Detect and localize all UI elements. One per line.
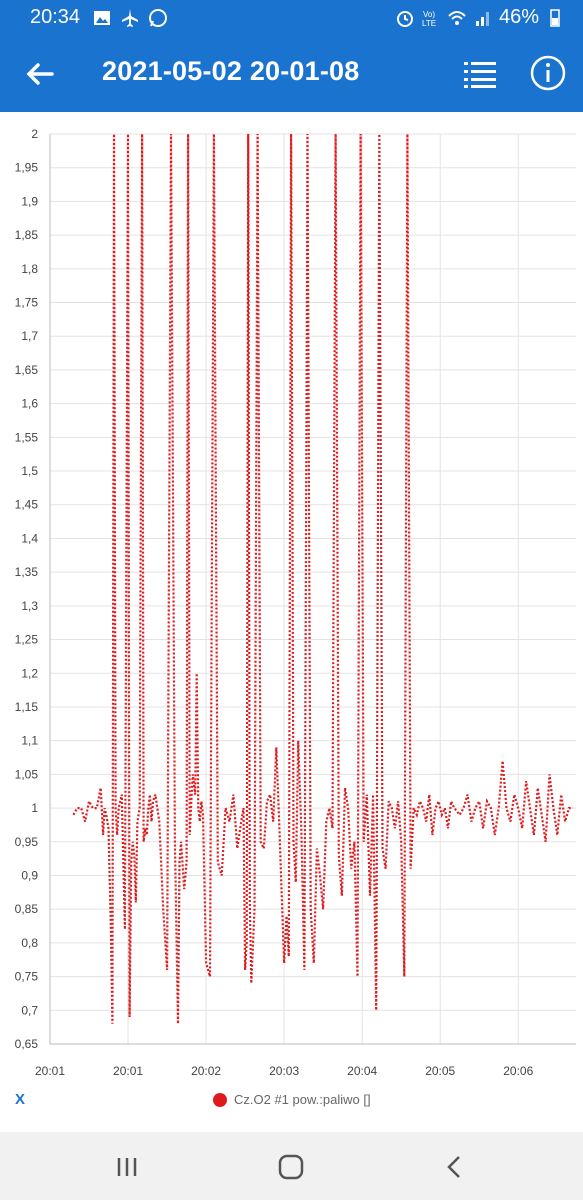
y-tick-label: 1,75 [15, 296, 39, 310]
y-tick-label: 1,85 [15, 228, 39, 242]
legend: X Cz.O2 #1 pow.:paliwo [] [0, 1088, 583, 1114]
battery-percent: 46% [498, 6, 539, 28]
y-tick-label: 1,2 [21, 666, 38, 680]
app-toolbar: 2021-05-02 20-01-08 [0, 38, 583, 112]
y-tick-label: 0,9 [21, 868, 38, 882]
y-tick-label: 2 [31, 127, 38, 141]
y-tick-label: 1,5 [21, 464, 38, 478]
whatsapp-icon [149, 9, 167, 27]
volte-icon: Vo)LTE [422, 10, 436, 28]
y-tick-label: 1 [31, 801, 38, 815]
recents-icon[interactable] [112, 1152, 142, 1182]
battery-icon [550, 8, 560, 27]
signal-icon [475, 11, 489, 26]
page-title: 2021-05-02 20-01-08 [102, 56, 360, 86]
x-tick-label: 20:06 [503, 1064, 533, 1078]
y-tick-label: 1,25 [15, 633, 39, 647]
y-tick-label: 1,1 [21, 734, 38, 748]
app-header: 20:34 Vo) LTE 46% 2021-05-02 20-01-08 [0, 0, 583, 112]
y-tick-label: 0,95 [15, 835, 39, 849]
series-line [72, 133, 573, 1024]
y-tick-label: 1,45 [15, 498, 39, 512]
y-tick-label: 0,85 [15, 902, 39, 916]
y-tick-label: 1,8 [21, 262, 38, 276]
home-icon[interactable] [276, 1152, 306, 1182]
x-axis: 20:01 20:01 20:02 20:03 20:04 20:05 20:06 [35, 1064, 534, 1078]
y-tick-label: 1,15 [15, 700, 39, 714]
y-tick-label: 1,4 [21, 531, 38, 545]
series-layer [72, 133, 573, 1024]
chart-grid [49, 133, 576, 1045]
x-tick-label: 20:01 [113, 1064, 143, 1078]
alarm-icon [396, 10, 413, 27]
legend-series-dot [213, 1093, 227, 1107]
x-tick-label: 20:01 [35, 1064, 65, 1078]
y-tick-label: 1,9 [21, 194, 38, 208]
y-axis: 2 1,95 1,9 1,85 1,8 1,75 1,7 1,65 1,6 1,55 1,5 1,45… [15, 127, 39, 1051]
y-tick-label: 0,8 [21, 936, 38, 950]
y-tick-label: 1,95 [15, 161, 39, 175]
y-tick-label: 1,7 [21, 329, 38, 343]
back-nav-icon[interactable] [440, 1152, 470, 1182]
navigation-bar [0, 1132, 583, 1200]
x-tick-label: 20:02 [191, 1064, 221, 1078]
airplane-icon [122, 9, 138, 27]
x-axis-toggle-button[interactable]: X [15, 1091, 26, 1108]
x-tick-label: 20:04 [347, 1064, 377, 1078]
status-time: 20:34 [30, 6, 81, 28]
y-tick-label: 0,75 [15, 970, 39, 984]
y-tick-label: 1,65 [15, 363, 39, 377]
y-tick-label: 0,65 [15, 1037, 39, 1051]
y-tick-label: 1,05 [15, 767, 39, 781]
legend-series-label[interactable]: Cz.O2 #1 pow.:paliwo [] [234, 1092, 371, 1107]
list-icon[interactable] [462, 58, 498, 90]
y-tick-label: 1,3 [21, 599, 38, 613]
svg-text:LTE: LTE [422, 19, 436, 28]
image-icon [94, 11, 110, 25]
wifi-icon [448, 10, 466, 25]
y-tick-label: 1,55 [15, 430, 39, 444]
status-bar: 20:34 Vo) LTE 46% [0, 0, 583, 36]
y-tick-label: 1,6 [21, 397, 38, 411]
x-tick-label: 20:03 [269, 1064, 299, 1078]
info-icon[interactable] [530, 55, 566, 91]
y-tick-label: 1,35 [15, 565, 39, 579]
y-tick-label: 0,7 [21, 1003, 38, 1017]
svg-text:Vo): Vo) [423, 10, 435, 19]
x-tick-label: 20:05 [425, 1064, 455, 1078]
back-arrow-icon[interactable] [22, 56, 58, 92]
line-chart[interactable]: 2 1,95 1,9 1,85 1,8 1,75 1,7 1,65 1,6 1,55 1,5 1,45… [0, 112, 583, 1092]
